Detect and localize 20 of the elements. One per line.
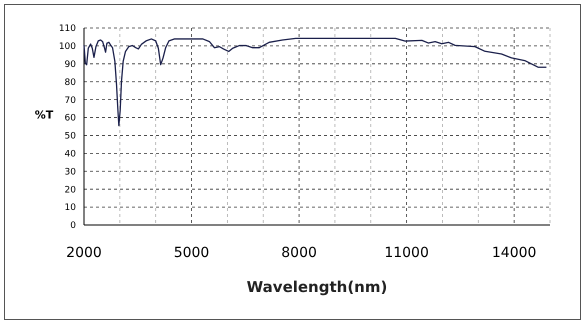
x-tick-label: 14000 xyxy=(492,245,536,261)
y-tick-label: 60 xyxy=(64,114,76,124)
x-tick-label: 11000 xyxy=(384,245,429,261)
x-tick-label: 8000 xyxy=(281,245,317,261)
y-tick-label: 80 xyxy=(64,78,76,88)
y-tick-label: 30 xyxy=(64,167,76,178)
x-tick-label: 5000 xyxy=(174,245,210,261)
y-tick-label: 20 xyxy=(64,185,76,196)
y-tick-label: 90 xyxy=(64,60,76,70)
line-series xyxy=(83,38,548,126)
x-tick-label: 2000 xyxy=(66,245,102,261)
y-tick-label: 70 xyxy=(64,96,76,106)
y-tick-label: 50 xyxy=(64,132,76,142)
y-tick-label: 40 xyxy=(64,150,76,160)
y-tick-label: 0 xyxy=(70,221,76,232)
x-axis-title: Wavelength(nm) xyxy=(246,278,388,296)
y-tick-label: 10 xyxy=(64,203,76,214)
y-tick-label: 100 xyxy=(58,42,76,52)
y-axis-title: %T xyxy=(34,108,54,122)
y-tick-label: 110 xyxy=(58,24,76,34)
